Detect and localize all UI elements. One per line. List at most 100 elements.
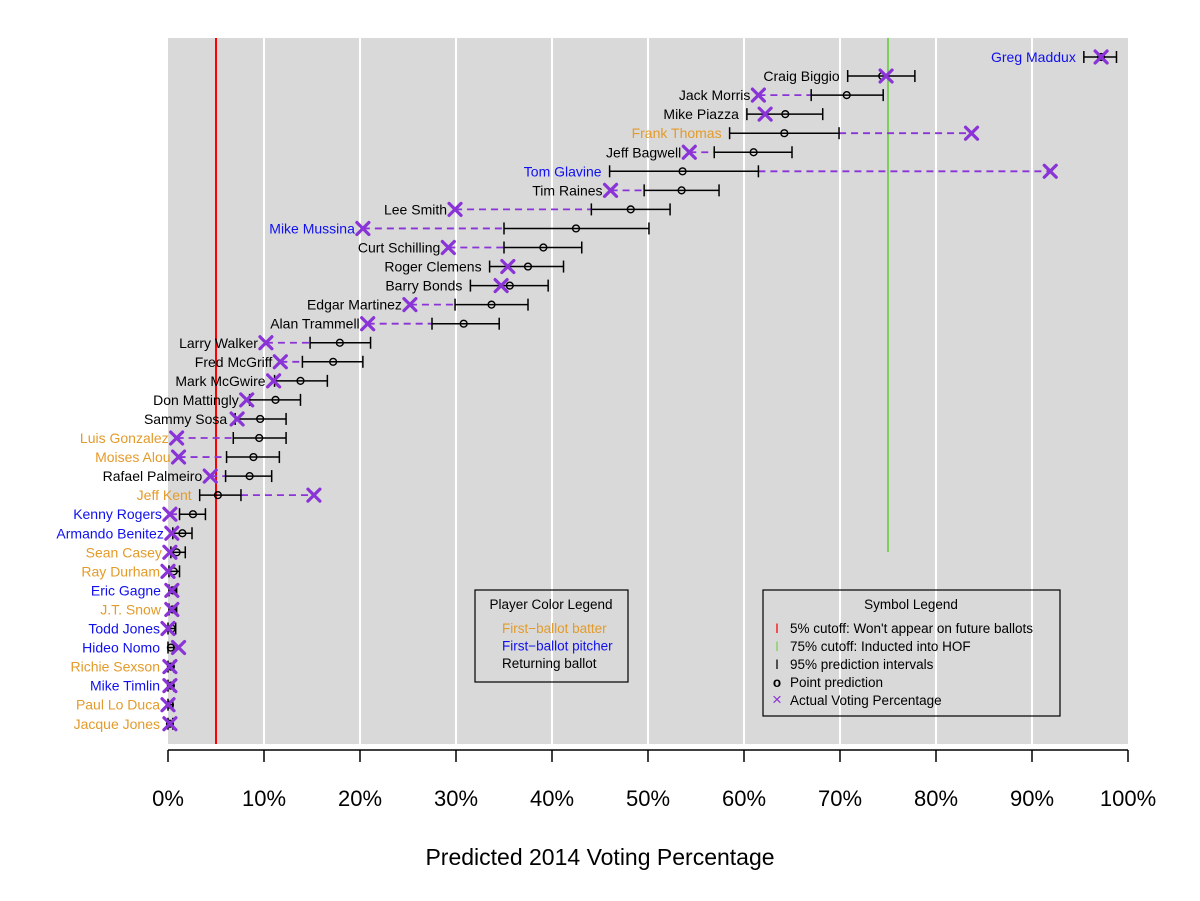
player-name-label: Tim Raines [532, 182, 602, 198]
x-tick-label: 40% [530, 786, 574, 811]
player-name-label: Larry Walker [179, 335, 258, 351]
player-row: Kenny Rogers [73, 506, 207, 522]
actual-vote-marker [757, 106, 773, 122]
player-row: Jeff Bagwell [606, 144, 793, 160]
point-prediction [169, 567, 178, 576]
player-name-label: Mark McGwire [175, 373, 265, 389]
actual-vote-marker [500, 258, 516, 275]
actual-vote-marker [239, 392, 255, 408]
actual-vote-marker [202, 468, 218, 484]
player-name-label: Ray Durham [81, 563, 160, 579]
player-row: Don Mattingly [153, 392, 302, 408]
player-row: Barry Bonds [385, 278, 549, 294]
player-legend-box [474, 589, 629, 683]
point-prediction [271, 395, 280, 405]
actual-vote-marker [162, 716, 178, 732]
player-legend-entry: Returning ballot [502, 656, 597, 671]
point-prediction [256, 414, 265, 424]
x-tick-label: 20% [338, 786, 382, 811]
player-name-label: Luis Gonzalez [80, 430, 169, 446]
point-prediction [571, 224, 581, 233]
point-prediction [329, 357, 338, 366]
actual-vote-marker [360, 316, 376, 332]
point-prediction [165, 719, 175, 728]
player-row: Curt Schilling [358, 239, 583, 256]
symbol-legend-glyph: I [775, 639, 779, 654]
point-prediction [213, 491, 223, 500]
player-name-label: Greg Maddux [991, 49, 1076, 65]
player-row: Eric Gagne [91, 582, 180, 598]
player-legend-entry: First−ballot batter [502, 621, 607, 636]
point-prediction [166, 643, 175, 652]
player-row: Mike Piazza [663, 106, 824, 122]
player-name-label: Rafael Palmeiro [103, 468, 203, 484]
point-prediction [749, 148, 758, 157]
actual-vote-marker [258, 335, 274, 351]
player-name-label: Barry Bonds [385, 278, 462, 294]
point-prediction [677, 186, 686, 195]
x-tick-label: 0% [152, 786, 184, 811]
x-tick-label: 70% [818, 786, 862, 811]
player-row: Sean Casey [86, 544, 187, 560]
player-name-label: Mike Mussina [269, 220, 355, 236]
actual-vote-marker [170, 639, 187, 656]
point-prediction [166, 662, 175, 671]
player-row: Fred McGriff [195, 354, 364, 370]
player-name-label: Eric Gagne [91, 582, 161, 598]
actual-vote-marker [440, 239, 456, 256]
x-tick-label: 100% [1100, 786, 1156, 811]
player-row: Mike Timlin [90, 678, 178, 694]
player-name-label: Todd Jones [88, 621, 160, 637]
player-row: Lee Smith [384, 201, 671, 217]
player-row: J.T. Snow [100, 601, 180, 617]
player-name-label: Don Mattingly [153, 392, 239, 408]
symbol-legend-entry: Actual Voting Percentage [790, 693, 942, 708]
actual-vote-marker [402, 297, 418, 313]
symbol-legend-entry: 75% cutoff: Inducted into HOF [790, 639, 971, 654]
actual-vote-marker [266, 373, 282, 389]
player-legend-entry: First−ballot pitcher [502, 639, 613, 654]
symbol-legend-box [762, 589, 1061, 717]
x-tick-label: 50% [626, 786, 670, 811]
player-row: Roger Clemens [384, 258, 565, 275]
player-name-label: Paul Lo Duca [76, 697, 160, 713]
player-name-label: Jacque Jones [74, 716, 160, 732]
symbol-legend-glyph: I [775, 657, 779, 672]
actual-vote-marker [162, 678, 178, 694]
actual-vote-marker [162, 544, 178, 560]
player-name-label: Frank Thomas [632, 125, 722, 141]
player-row: Luis Gonzalez [80, 430, 287, 446]
player-name-label: Alan Trammell [270, 316, 359, 332]
point-prediction [296, 376, 305, 385]
symbol-legend-glyph: o [773, 675, 781, 690]
point-prediction [539, 243, 548, 252]
grid-lines [263, 38, 1033, 744]
point-prediction [626, 205, 635, 214]
player-name-label: Armando Benitez [56, 525, 163, 541]
actual-vote-marker [160, 563, 176, 579]
actual-vote-marker [162, 506, 178, 522]
symbol-legend-entry: Point prediction [790, 675, 883, 690]
point-prediction [780, 129, 789, 138]
actual-vote-marker [355, 220, 371, 237]
actual-vote-marker [878, 68, 894, 84]
symbol-legend-title: Symbol Legend [864, 597, 958, 612]
point-prediction [459, 319, 468, 328]
symbol-legend-glyph: × [772, 690, 782, 709]
symbol-legend-entry: 5% cutoff: Won't appear on future ballot… [790, 621, 1033, 636]
point-prediction [842, 90, 851, 100]
player-name-label: Tom Glavine [524, 163, 602, 179]
x-tick-label: 60% [722, 786, 766, 811]
cutoff-lines [215, 38, 889, 744]
actual-vote-marker [272, 354, 288, 370]
player-name-label: Sammy Sosa [144, 411, 227, 427]
actual-vote-marker [160, 620, 176, 637]
x-tick-label: 90% [1010, 786, 1054, 811]
player-name-label: Jeff Bagwell [606, 144, 681, 160]
actual-vote-marker [1042, 163, 1058, 179]
legends: Player Color Legend First−ballot batter Fi… [474, 589, 1061, 717]
actual-vote-marker [447, 201, 463, 217]
player-row: Tom Glavine [524, 163, 1058, 179]
player-row: Edgar Martinez [307, 297, 529, 313]
point-prediction [178, 529, 187, 538]
